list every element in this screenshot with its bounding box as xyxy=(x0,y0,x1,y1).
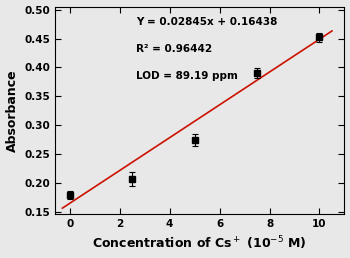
Text: LOD = 89.19 ppm: LOD = 89.19 ppm xyxy=(136,71,238,81)
Text: Y = 0.02845x + 0.16438: Y = 0.02845x + 0.16438 xyxy=(136,17,277,27)
Y-axis label: Absorbance: Absorbance xyxy=(6,69,19,152)
X-axis label: Concentration of Cs$^+$ (10$^{-5}$ M): Concentration of Cs$^+$ (10$^{-5}$ M) xyxy=(92,235,307,252)
Text: R² = 0.96442: R² = 0.96442 xyxy=(136,44,212,54)
